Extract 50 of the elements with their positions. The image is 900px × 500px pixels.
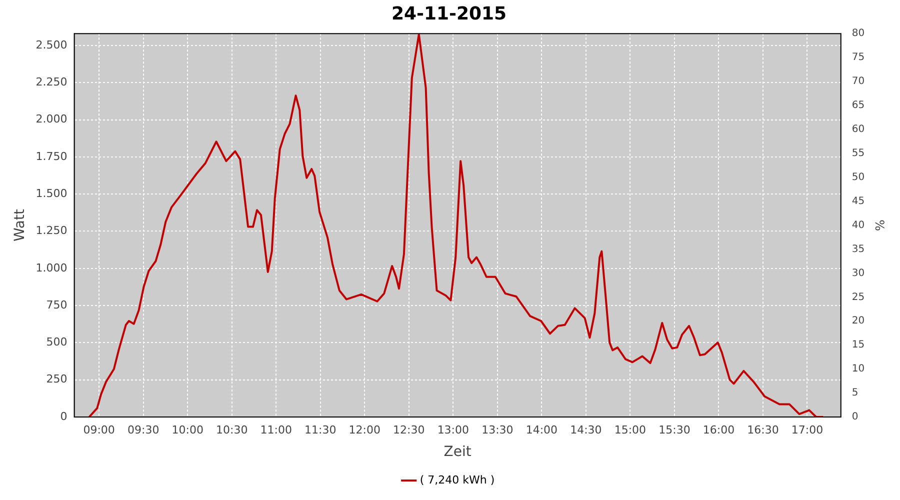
x-tick-label: 09:00: [83, 423, 115, 436]
y-tick-label: 1.000: [36, 261, 68, 274]
y2-tick-label: 45: [852, 196, 865, 207]
y-tick-label: 0: [60, 410, 68, 423]
y2-tick-label: 80: [852, 28, 865, 40]
y-tick-label: 2.250: [36, 76, 68, 88]
x-tick-label: 15:00: [614, 423, 646, 436]
y2-tick-label: 60: [852, 124, 865, 136]
y2-tick-label: 25: [852, 292, 865, 303]
y-axis-title: Watt: [12, 208, 28, 242]
x-tick-label: 14:00: [526, 423, 558, 436]
x-tick-label: 16:30: [747, 423, 779, 436]
x-tick-label: 13:00: [437, 423, 470, 436]
y-tick-label: 1.250: [36, 224, 68, 238]
y2-axis-title: %: [872, 220, 887, 232]
x-tick-label: 16:00: [702, 423, 735, 436]
y2-tick-label: 75: [852, 52, 865, 64]
y2-tick-label: 30: [852, 268, 865, 279]
y2-tick-label: 35: [852, 244, 865, 255]
x-tick-label: 11:30: [304, 423, 336, 436]
x-tick-label: 10:30: [216, 423, 248, 436]
y-tick-label: 2.000: [36, 112, 68, 126]
x-tick-label: 15:30: [658, 423, 690, 436]
x-tick-label: 11:00: [260, 423, 292, 436]
x-tick-label: 12:00: [348, 423, 380, 436]
x-tick-label: 13:30: [482, 423, 514, 436]
y-tick-label: 750: [46, 298, 68, 312]
x-tick-label: 09:30: [127, 423, 160, 436]
y2-tick-label: 5: [852, 388, 858, 399]
x-tick-label: 14:30: [570, 423, 602, 436]
x-axis-title: Zeit: [444, 444, 472, 460]
y2-tick-label: 65: [852, 100, 865, 112]
y2-tick-label: 70: [852, 76, 865, 88]
chart-title: 24-11-2015: [391, 3, 507, 24]
y2-tick-label: 40: [852, 220, 865, 231]
x-tick-label: 12:30: [393, 423, 425, 436]
y2-tick-label: 55: [852, 148, 865, 160]
x-tick-label: 17:00: [791, 423, 824, 436]
y2-tick-label: 10: [852, 364, 865, 375]
legend-label: ( 7,240 kWh ): [420, 473, 495, 486]
y-tick-label: 1.500: [36, 186, 68, 200]
y2-tick-label: 0: [852, 412, 858, 423]
y-tick-label: 1.750: [36, 150, 68, 163]
y-tick-label: 500: [46, 336, 68, 349]
y-tick-label: 250: [46, 372, 68, 386]
y-tick-label: 2.500: [36, 38, 68, 52]
x-tick-label: 10:00: [172, 423, 204, 436]
y2-tick-label: 20: [852, 316, 865, 327]
y2-tick-label: 50: [852, 172, 865, 183]
y2-tick-label: 15: [852, 340, 865, 351]
